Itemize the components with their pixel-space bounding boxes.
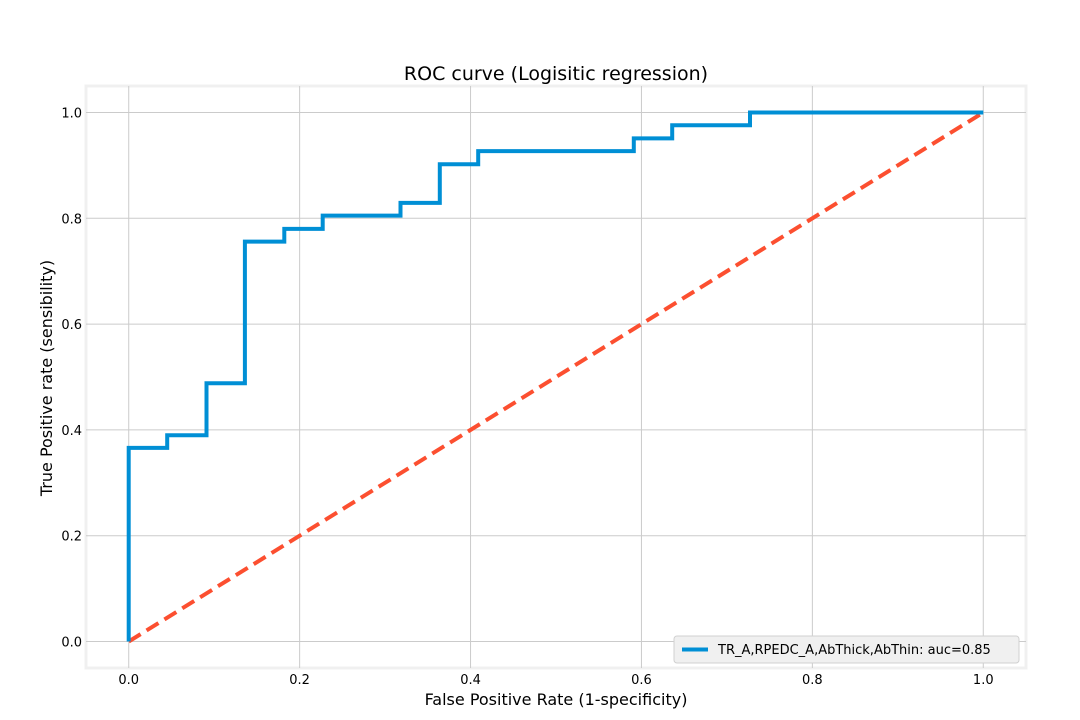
roc-curve-line xyxy=(126,110,984,642)
x-tick-label: 0.0 xyxy=(118,673,139,688)
chart-title: ROC curve (Logisitic regression) xyxy=(404,63,708,85)
x-tick-label: 0.8 xyxy=(802,673,823,688)
x-tick-label: 0.6 xyxy=(631,673,652,688)
legend: TR_A,RPEDC_A,AbThick,AbThin: auc=0.85 xyxy=(673,635,1020,664)
legend-label-roc: TR_A,RPEDC_A,AbThick,AbThin: auc=0.85 xyxy=(717,643,991,658)
y-tick-label: 0.6 xyxy=(61,318,82,333)
y-tick-label: 0.0 xyxy=(61,636,82,651)
y-tick-label: 0.8 xyxy=(61,212,82,227)
legend-box xyxy=(673,635,1020,664)
x-tick-labels: 0.0 0.2 0.4 0.6 0.8 1.0 xyxy=(118,673,993,688)
x-tick-label: 0.2 xyxy=(289,673,310,688)
x-tick-label: 1.0 xyxy=(973,673,994,688)
y-axis-title: True Positive rate (sensibility) xyxy=(37,260,56,497)
y-tick-labels: 0.0 0.2 0.4 0.6 0.8 1.0 xyxy=(61,106,82,650)
x-axis-title: False Positive Rate (1-specificity) xyxy=(425,690,688,709)
y-tick-label: 0.4 xyxy=(61,424,82,439)
y-tick-label: 0.2 xyxy=(61,530,82,545)
y-tick-label: 1.0 xyxy=(61,106,82,121)
x-tick-label: 0.4 xyxy=(460,673,481,688)
series-group xyxy=(126,110,985,644)
